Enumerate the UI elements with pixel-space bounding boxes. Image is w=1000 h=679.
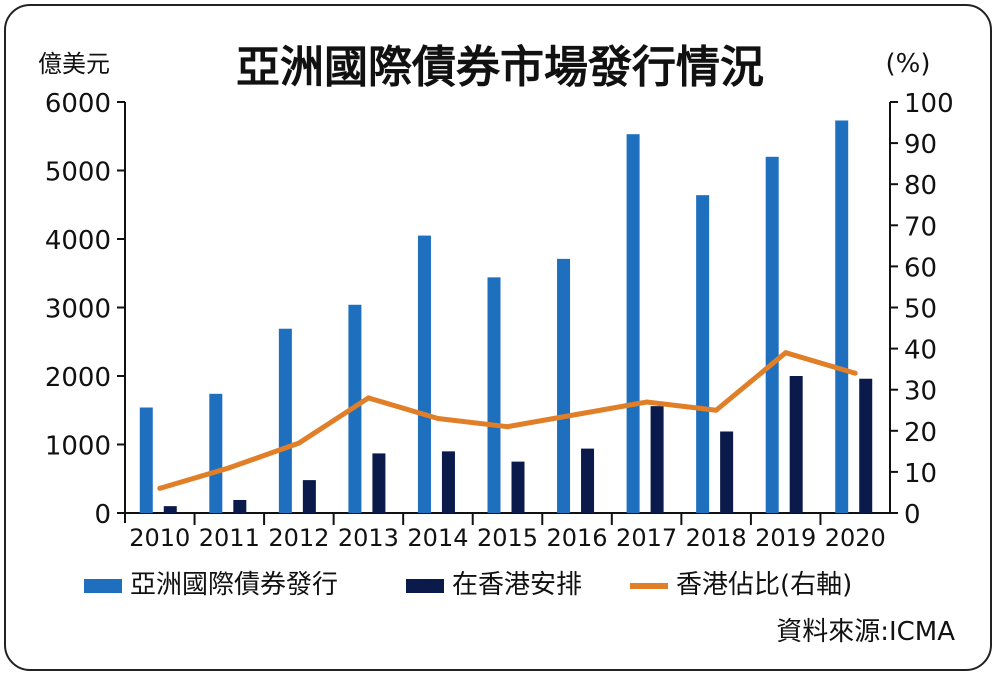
share-point bbox=[365, 395, 371, 401]
legend-swatch-share bbox=[630, 583, 668, 589]
share-line-path bbox=[159, 350, 856, 491]
source-note: 資料來源:ICMA bbox=[776, 617, 955, 647]
bar-hk-arranged bbox=[650, 406, 664, 513]
share-point bbox=[783, 350, 789, 356]
bar-asia-issuance bbox=[696, 195, 710, 513]
bar-asia-issuance bbox=[626, 134, 640, 513]
x-tick-label: 2012 bbox=[268, 524, 329, 552]
bar-hk-arranged bbox=[233, 499, 247, 513]
bar-hk-arranged bbox=[511, 461, 525, 513]
left-tick-label: 4000 bbox=[45, 226, 111, 256]
bar-asia-issuance bbox=[417, 235, 431, 513]
legend-swatch-asia bbox=[84, 579, 122, 593]
share-point bbox=[574, 411, 580, 417]
x-tick-label: 2011 bbox=[199, 524, 260, 552]
share-point bbox=[296, 440, 302, 446]
left-axis-unit: 億美元 bbox=[38, 50, 110, 78]
share-point bbox=[157, 485, 163, 491]
bar-asia-issuance bbox=[765, 156, 779, 514]
left-tick-label: 1000 bbox=[45, 432, 111, 462]
share-point bbox=[644, 399, 650, 405]
legend-label-hk: 在香港安排 bbox=[452, 570, 582, 600]
x-tick-label: 2017 bbox=[616, 524, 677, 552]
right-tick-label: 30 bbox=[904, 377, 937, 407]
bar-asia-issuance bbox=[487, 277, 501, 513]
x-tick-label: 2018 bbox=[686, 524, 747, 552]
bar-asia-issuance bbox=[139, 407, 153, 513]
left-tick-label: 3000 bbox=[45, 295, 111, 325]
legend-label-asia: 亞洲國際債券發行 bbox=[130, 570, 338, 600]
share-line bbox=[157, 350, 858, 491]
bar-asia-issuance bbox=[209, 393, 223, 513]
right-tick-label: 50 bbox=[904, 295, 937, 325]
right-tick-label: 90 bbox=[904, 130, 937, 160]
x-tick-label: 2015 bbox=[477, 524, 538, 552]
bar-hk-arranged bbox=[441, 451, 455, 513]
x-tick-label: 2013 bbox=[338, 524, 399, 552]
right-tick-label: 70 bbox=[904, 212, 937, 242]
legend: 亞洲國際債券發行 在香港安排 香港佔比(右軸) bbox=[84, 570, 852, 600]
left-tick-label: 5000 bbox=[45, 158, 111, 188]
right-tick-label: 40 bbox=[904, 336, 937, 366]
legend-swatch-hk bbox=[406, 579, 444, 593]
bar-hk-arranged bbox=[302, 480, 316, 513]
right-tick-label: 0 bbox=[904, 500, 921, 530]
bar-hk-arranged bbox=[372, 453, 386, 513]
bar-hk-arranged bbox=[859, 378, 873, 513]
share-point bbox=[713, 407, 719, 413]
left-tick-label: 2000 bbox=[45, 363, 111, 393]
x-tick-label: 2019 bbox=[755, 524, 816, 552]
axes: 0 1000 2000 3000 4000 5000 6000 0 10 20 30 40 50 60 70… bbox=[45, 89, 954, 552]
share-point bbox=[226, 465, 232, 471]
right-axis-unit: (%) bbox=[886, 49, 931, 79]
bar-asia-issuance bbox=[835, 120, 849, 514]
x-tick-label: 2014 bbox=[407, 524, 468, 552]
right-tick-label: 100 bbox=[904, 89, 954, 119]
bar-hk-arranged bbox=[163, 506, 177, 513]
left-tick-label: 0 bbox=[94, 500, 111, 530]
bars bbox=[139, 120, 873, 514]
bar-asia-issuance bbox=[557, 258, 571, 513]
bar-hk-arranged bbox=[789, 376, 803, 513]
left-tick-label: 6000 bbox=[45, 89, 111, 119]
x-tick-label: 2010 bbox=[129, 524, 190, 552]
right-tick-label: 80 bbox=[904, 171, 937, 201]
right-tick-label: 60 bbox=[904, 253, 937, 283]
right-tick-label: 20 bbox=[904, 418, 937, 448]
bar-asia-issuance bbox=[278, 328, 292, 513]
x-tick-label: 2020 bbox=[825, 524, 886, 552]
bar-hk-arranged bbox=[720, 431, 734, 513]
right-tick-label: 10 bbox=[904, 459, 937, 489]
legend-label-share: 香港佔比(右軸) bbox=[676, 570, 852, 600]
x-tick-label: 2016 bbox=[547, 524, 608, 552]
chart-title: 亞洲國際債券市場發行情況 bbox=[236, 42, 764, 93]
share-point bbox=[505, 424, 510, 430]
bar-hk-arranged bbox=[581, 448, 595, 513]
share-point bbox=[852, 370, 858, 376]
share-point bbox=[435, 415, 441, 421]
